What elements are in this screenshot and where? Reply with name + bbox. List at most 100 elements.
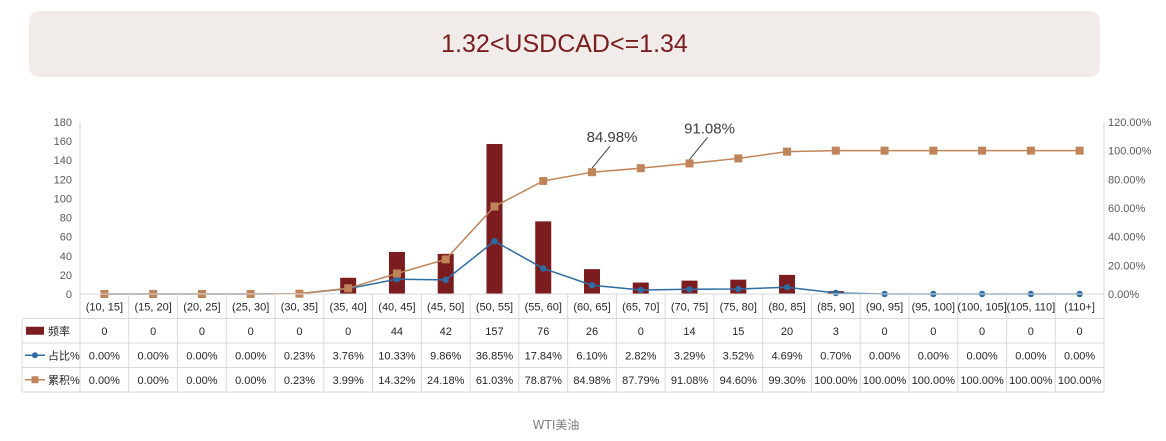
- y2-tick-label: 100.00%: [1108, 146, 1152, 158]
- table-cell-value: 0.00%: [235, 375, 266, 387]
- line-point: [783, 284, 791, 291]
- y-tick-label: 60: [60, 232, 72, 244]
- line-point: [831, 146, 840, 155]
- line-point: [539, 176, 548, 185]
- table-cell-value: 100.00%: [1058, 375, 1102, 387]
- line-point: [490, 202, 499, 211]
- y2-tick-label: 20.00%: [1108, 260, 1146, 272]
- y-tick-label: 140: [54, 155, 72, 167]
- x-tick-label: (110+]: [1064, 301, 1095, 313]
- table-cell-value: 157: [485, 326, 503, 338]
- table-cell-value: 0: [638, 326, 644, 338]
- table-cell-value: 100.00%: [912, 375, 956, 387]
- table-cell-value: 15: [732, 326, 744, 338]
- y2-tick-label: 60.00%: [1108, 203, 1146, 215]
- x-tick-label: (60, 65]: [573, 301, 610, 313]
- bar: [584, 269, 600, 294]
- table-cell-value: 0: [345, 326, 351, 338]
- line-point: [1026, 146, 1035, 155]
- table-cell-value: 9.86%: [430, 350, 461, 362]
- x-tick-label: (35, 40]: [330, 301, 367, 313]
- table-cell-value: 2.82%: [625, 350, 656, 362]
- table-cell-value: 0: [296, 326, 302, 338]
- line-point: [491, 237, 498, 245]
- table-cell-value: 3.99%: [333, 375, 364, 387]
- table-cell-value: 44: [391, 326, 403, 338]
- legend-key-bar: [26, 326, 44, 335]
- x-tick-label: (40, 45]: [378, 301, 415, 313]
- y2-tick-label: 0.00%: [1108, 289, 1139, 301]
- line-point: [978, 146, 987, 155]
- table-cell-value: 10.33%: [378, 350, 416, 362]
- x-tick-label: (50, 55]: [476, 301, 513, 313]
- table-cell-value: 0.00%: [235, 350, 266, 362]
- bar: [535, 221, 552, 294]
- x-tick-label: (80, 85]: [768, 301, 805, 313]
- table-cell-value: 0: [101, 326, 107, 338]
- table-cell-value: 3.76%: [333, 350, 364, 362]
- table-cell-value: 0.00%: [186, 375, 217, 387]
- table-cell-value: 0.00%: [138, 375, 169, 387]
- line-point: [929, 146, 938, 155]
- table-cell-value: 0.00%: [918, 350, 949, 362]
- table-cell-value: 76: [537, 326, 549, 338]
- line-point: [636, 164, 645, 173]
- table-cell-value: 3: [833, 326, 839, 338]
- line-point: [686, 286, 693, 293]
- table-cell-value: 0.00%: [1015, 350, 1046, 362]
- table-cell-value: 0: [248, 326, 254, 338]
- line-point: [685, 159, 694, 168]
- bar: [486, 143, 503, 294]
- line-point: [832, 289, 840, 297]
- table-cell-value: 0: [1028, 326, 1034, 338]
- x-tick-label: (90, 95]: [866, 301, 903, 313]
- legend-label: 频率: [48, 324, 70, 338]
- y-tick-label: 20: [60, 270, 72, 282]
- table-cell-value: 3.52%: [723, 350, 754, 362]
- table-cell-value: 36.85%: [476, 350, 514, 362]
- table-cell-value: 4.69%: [771, 350, 802, 362]
- y2-tick-label: 80.00%: [1108, 174, 1146, 186]
- line-point: [392, 269, 401, 278]
- chart-title: 1.32<USDCAD<=1.34: [441, 29, 688, 58]
- line-point: [735, 285, 742, 293]
- bar: [437, 253, 454, 294]
- line-point: [540, 265, 547, 272]
- table-cell-value: 0.00%: [138, 350, 169, 362]
- table-cell-value: 0: [199, 326, 205, 338]
- annotation-leader: [591, 145, 611, 169]
- table-cell-value: 17.84%: [525, 350, 563, 362]
- line-point: [637, 286, 644, 294]
- table-cell-value: 0.00%: [869, 350, 900, 362]
- line-point: [783, 147, 792, 156]
- x-tick-label: (45, 50]: [427, 301, 464, 313]
- line-point: [588, 168, 596, 177]
- x-tick-label: (65, 70]: [622, 301, 659, 313]
- table-cell-value: 0: [882, 326, 888, 338]
- table-cell-value: 3.29%: [674, 350, 705, 362]
- x-tick-label: (25, 30]: [232, 301, 269, 313]
- table-cell-value: 100.00%: [1009, 375, 1053, 387]
- table-cell-value: 94.60%: [720, 375, 758, 387]
- x-tick-label: (85, 90]: [817, 301, 854, 313]
- table-cell-value: 42: [440, 326, 452, 338]
- table-cell-value: 26: [586, 326, 598, 338]
- y2-tick-label: 40.00%: [1108, 232, 1146, 244]
- annotation-leader: [689, 137, 708, 160]
- line-point: [344, 284, 353, 293]
- table-cell-value: 6.10%: [576, 350, 607, 362]
- table-cell-value: 0: [930, 326, 936, 338]
- table-cell-value: 14.32%: [378, 375, 416, 387]
- line-point: [734, 154, 743, 163]
- line-point: [880, 146, 889, 155]
- line-point: [588, 282, 596, 289]
- table-cell-value: 100.00%: [814, 375, 858, 387]
- x-tick-label: (55, 60]: [525, 301, 562, 313]
- table-cell-value: 61.03%: [476, 375, 514, 387]
- legend-label: 占比%: [48, 348, 80, 362]
- table-cell-value: 20: [781, 326, 793, 338]
- title-banner: 1.32<USDCAD<=1.34: [29, 11, 1100, 77]
- table-cell-value: 0.23%: [284, 350, 315, 362]
- x-tick-label: (95, 100]: [912, 301, 955, 313]
